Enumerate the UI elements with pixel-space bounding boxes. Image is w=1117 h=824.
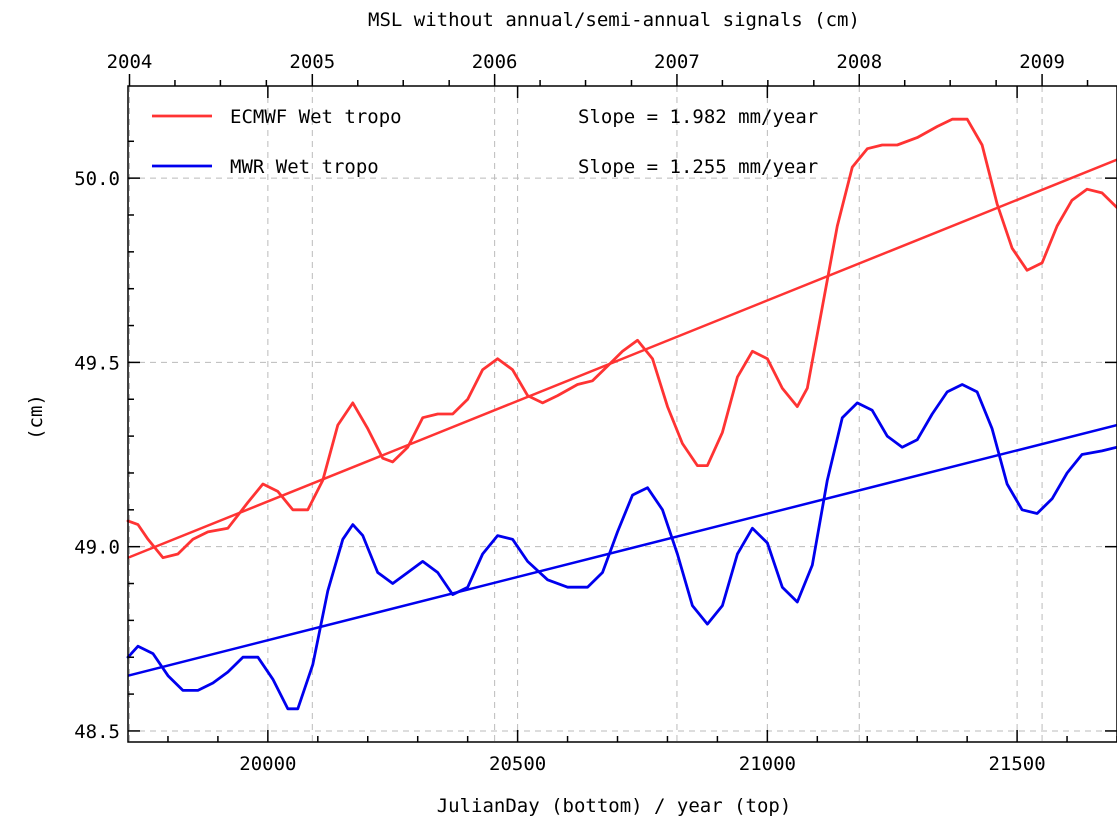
year-tick-label: 2006 — [472, 51, 518, 73]
legend-label: MWR Wet tropo — [230, 156, 379, 178]
x-tick-label: 20500 — [489, 753, 546, 775]
trend-line — [127, 158, 1117, 559]
slope-label: Slope = 1.982 mm/year — [578, 106, 818, 128]
trend-line — [127, 423, 1117, 677]
data-lines — [126, 117, 1117, 711]
y-tick-label: 49.0 — [74, 537, 120, 559]
series-line — [126, 117, 1117, 560]
year-tick-label: 2007 — [654, 51, 700, 73]
x-tick-label: 20000 — [239, 753, 296, 775]
legend-label: ECMWF Wet tropo — [230, 106, 402, 128]
chart-title: MSL without annual/semi-annual signals (… — [368, 9, 860, 31]
grid-lines — [128, 86, 1117, 742]
year-tick-label: 2005 — [289, 51, 335, 73]
year-tick-label: 2004 — [107, 51, 153, 73]
x-tick-label: 21000 — [739, 753, 796, 775]
slope-label: Slope = 1.255 mm/year — [578, 156, 818, 178]
axes: 20000 20500 21000 21500 2004 2005 2006 2007 2008… — [74, 51, 1117, 775]
y-tick-label: 48.5 — [74, 721, 120, 743]
plot-frame — [127, 85, 1117, 743]
year-tick-label: 2009 — [1019, 51, 1065, 73]
trend-lines — [127, 158, 1117, 677]
series-line — [126, 383, 1117, 711]
x-tick-label: 21500 — [988, 753, 1045, 775]
x-axis-label: JulianDay (bottom) / year (top) — [437, 795, 792, 817]
y-tick-label: 50.0 — [74, 168, 120, 190]
y-tick-label: 49.5 — [74, 352, 120, 374]
legend: ECMWF Wet tropo Slope = 1.982 mm/year MWR … — [152, 106, 818, 178]
year-tick-label: 2008 — [836, 51, 882, 73]
y-axis-label: (cm) — [25, 394, 47, 440]
